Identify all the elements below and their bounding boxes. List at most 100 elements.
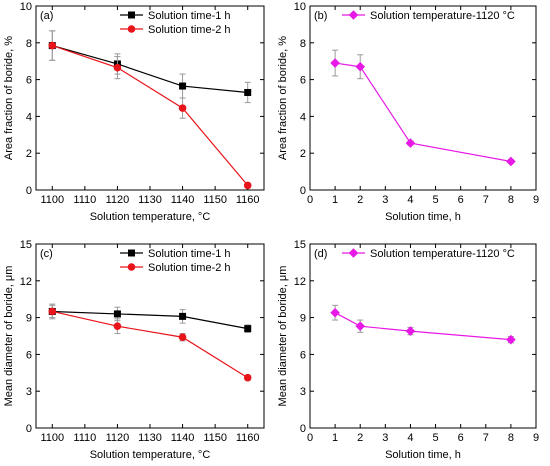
x-tick-label: 1150: [203, 194, 227, 206]
y-tick-label: 2: [300, 148, 306, 160]
x-tick-label: 2: [357, 194, 363, 206]
series-2: [48, 30, 252, 190]
x-tick-label: 1: [332, 432, 338, 444]
data-point: [113, 322, 122, 330]
series-line: [52, 44, 248, 94]
data-point: [113, 310, 121, 318]
legend-entry: Solution temperature-1120 °C: [370, 248, 515, 260]
data-point: [178, 104, 187, 112]
data-point: [355, 61, 366, 72]
y-axis-label: Mean diameter of boride, μm: [277, 266, 289, 407]
x-tick-label: 5: [432, 432, 438, 444]
x-tick-label: 1160: [236, 194, 260, 206]
x-tick-label: 3: [382, 194, 388, 206]
series-line: [335, 62, 511, 163]
y-tick-label: 10: [20, 1, 32, 13]
data-point: [506, 334, 516, 345]
panel-b: 0 1 2 3 4 5 6 7 8 9 0 2 4 6 8 10 Solution time, h Area fr…: [277, 1, 539, 223]
y-tick-label: 8: [300, 38, 306, 50]
series-1: [48, 30, 252, 104]
series-line: [52, 44, 249, 186]
y-tick-label: 6: [26, 75, 32, 87]
series-1: [330, 304, 516, 345]
plot-frame: [309, 243, 537, 429]
legend-marker: [127, 263, 136, 271]
y-tick-label: 2: [26, 148, 32, 160]
x-tick-label: 4: [407, 432, 413, 444]
y-tick-label: 3: [26, 386, 32, 398]
x-tick-label: 5: [432, 194, 438, 206]
x-tick-label: 1100: [40, 194, 64, 206]
y-tick-label: 12: [20, 276, 32, 288]
x-tick-label: 8: [508, 194, 514, 206]
data-point: [244, 325, 252, 333]
y-axis-label: Mean diameter of boride, μm: [3, 266, 15, 407]
series-line: [334, 312, 511, 341]
y-tick-label: 15: [20, 239, 32, 251]
x-tick-label: 1130: [138, 194, 162, 206]
data-point: [179, 82, 187, 90]
x-tick-label: 3: [382, 432, 388, 444]
x-tick-label: 1160: [236, 432, 260, 444]
x-axis-label: Solution temperature, °C: [90, 449, 211, 461]
y-tick-label: 6: [26, 349, 32, 361]
x-tick-label: 1: [332, 194, 338, 206]
y-tick-label: 15: [294, 239, 306, 251]
series-2: [48, 303, 252, 382]
x-tick-label: 6: [458, 194, 464, 206]
x-tick-label: 2: [357, 432, 363, 444]
y-tick-label: 3: [300, 386, 306, 398]
x-axis-label: Solution time, h: [385, 449, 461, 461]
series-1: [48, 304, 252, 333]
x-tick-label: 1120: [106, 194, 130, 206]
x-tick-label: 1140: [171, 194, 195, 206]
legend: Solution temperature-1120 °C: [342, 248, 515, 260]
plot-frame: [309, 5, 537, 191]
y-tick-label: 9: [26, 313, 32, 325]
x-tick-label: 1150: [203, 432, 227, 444]
legend-marker: [128, 11, 135, 19]
y-tick-label: 0: [300, 185, 306, 197]
y-tick-label: 4: [300, 111, 306, 123]
y-tick-label: 12: [294, 276, 306, 288]
data-point: [355, 321, 366, 331]
x-tick-label: 7: [483, 432, 489, 444]
x-tick-label: 1120: [106, 432, 130, 444]
data-point: [243, 373, 252, 382]
y-tick-label: 0: [26, 423, 32, 435]
legend-entry: Solution time-1 h: [148, 10, 231, 22]
x-tick-label: 6: [458, 432, 464, 444]
x-tick-label: 0: [307, 194, 313, 206]
series-line: [52, 310, 248, 330]
data-point: [405, 138, 416, 148]
data-point: [405, 326, 416, 336]
x-tick-label: 1130: [138, 432, 162, 444]
panel-label: (b): [314, 10, 327, 22]
y-tick-label: 0: [300, 423, 306, 435]
legend-entry: Solution time-2 h: [148, 262, 231, 274]
data-point: [48, 307, 57, 316]
panel-label: (a): [40, 10, 53, 22]
x-tick-label: 9: [533, 432, 539, 444]
x-tick-label: 1140: [171, 432, 195, 444]
data-point: [48, 41, 57, 50]
y-tick-label: 0: [26, 185, 32, 197]
panel-a: 1100 1110 1120 1130 1140 1150 1160 0 2 4 6 8 10 Solut…: [3, 1, 265, 223]
x-tick-label: 1110: [73, 194, 96, 206]
data-point: [330, 58, 340, 68]
legend-marker: [348, 248, 359, 258]
y-tick-label: 4: [26, 111, 32, 123]
y-tick-label: 6: [300, 349, 306, 361]
x-tick-label: 4: [407, 194, 413, 206]
legend-marker: [128, 249, 135, 257]
y-tick-label: 8: [26, 38, 32, 50]
series-line: [52, 310, 249, 379]
legend: Solution temperature-1120 °C: [342, 10, 515, 22]
series-1: [330, 49, 516, 167]
legend: Solution time-1 h Solution time-2 h: [120, 248, 231, 274]
y-axis-label: Area fraction of boride, %: [3, 36, 15, 160]
data-point: [243, 181, 252, 190]
x-tick-label: 1100: [40, 432, 64, 444]
